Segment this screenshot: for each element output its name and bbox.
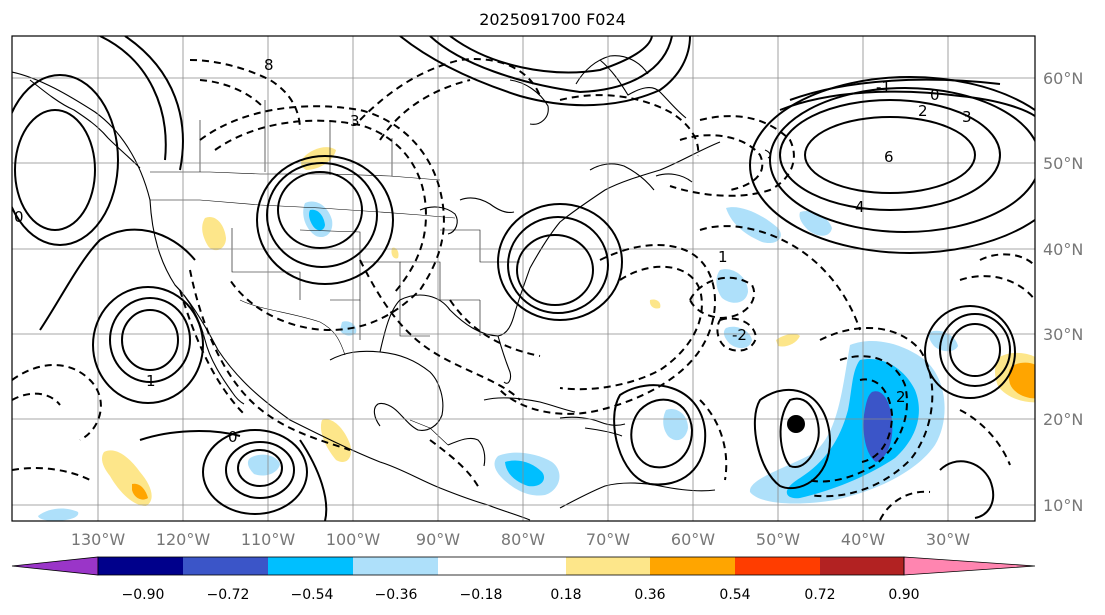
colorbar-segment <box>735 557 820 575</box>
shade-pos-mexico <box>320 419 352 463</box>
contour-label: 0 <box>14 208 24 226</box>
lon-label: 60°W <box>671 530 715 549</box>
colorbar-tick-label: 0.18 <box>550 587 581 603</box>
colorbar-extend-low <box>11 556 99 576</box>
shade-neg-small-2 <box>723 326 752 349</box>
shade-neg-east-atlantic-inner <box>786 359 919 499</box>
longitude-labels: 130°W 120°W 110°W 100°W 90°W 80°W 70°W 6… <box>71 530 970 549</box>
lat-label: 60°N <box>1043 69 1083 88</box>
shade-pos-pacific-inner <box>132 483 148 500</box>
colorbar-tick-label: 0.90 <box>888 587 919 603</box>
lon-label: 70°W <box>586 530 630 549</box>
shade-neg-ne-caribbean <box>663 408 688 441</box>
contour-label: 6 <box>884 148 894 166</box>
lat-label: 10°N <box>1043 496 1083 515</box>
colorbar-segment <box>183 557 268 575</box>
contour-label: 1 <box>146 372 156 390</box>
lon-label: 80°W <box>501 530 545 549</box>
lon-label: 40°W <box>841 530 885 549</box>
contour-label: 2 <box>896 388 906 406</box>
shade-pos-rockies <box>202 216 226 251</box>
lon-label: 30°W <box>926 530 970 549</box>
lat-label: 30°N <box>1043 325 1083 344</box>
contour-label: 0 <box>930 86 940 104</box>
shade-neg-pacific <box>247 454 280 476</box>
shading-layer <box>38 147 1035 521</box>
shade-pos-east-inner <box>1008 362 1035 399</box>
lat-label: 40°N <box>1043 240 1083 259</box>
lat-label: 50°N <box>1043 154 1083 173</box>
map-frame <box>11 35 1036 522</box>
contour-label: 0 <box>228 428 238 446</box>
shade-pos-small-2 <box>649 299 661 309</box>
storm-center-marker <box>787 415 805 433</box>
shade-neg-west-edge <box>38 508 79 521</box>
contour-lines <box>12 36 1035 521</box>
colorbar-tick-label: 0.54 <box>719 587 750 603</box>
contour-label: 4 <box>855 198 865 216</box>
colorbar-tick-label: −0.18 <box>460 587 503 603</box>
lat-label: 20°N <box>1043 410 1083 429</box>
shade-neg-small-1 <box>716 269 748 303</box>
map-title: 2025091700 F024 <box>479 10 626 29</box>
contour-label: 2 <box>918 102 928 120</box>
contour-label: 3 <box>962 108 972 126</box>
colorbar-segment <box>353 557 438 575</box>
colorbar-segment <box>820 557 904 575</box>
colorbar-extend-high <box>903 556 1036 576</box>
lon-label: 130°W <box>71 530 126 549</box>
coastlines <box>12 55 771 521</box>
colorbar-tick-label: −0.90 <box>122 587 165 603</box>
contour-label: -2 <box>732 326 747 344</box>
lon-label: 100°W <box>326 530 381 549</box>
contour-label-layer: 0 2 6 4 3 8 1 3 0 1 0 2 -1 -2 <box>14 56 972 446</box>
lon-label: 120°W <box>156 530 211 549</box>
shade-pos-small-3 <box>391 247 399 259</box>
contour-label: 3 <box>350 112 360 130</box>
colorbar-tick-label: 0.36 <box>634 587 665 603</box>
country-borders <box>150 100 520 446</box>
colorbar: −0.90 −0.72 −0.54 −0.36 −0.18 0.18 0.36 … <box>11 556 1036 603</box>
colorbar-segment <box>650 557 735 575</box>
contour-label: -1 <box>876 78 891 96</box>
shade-pos-small-1 <box>776 333 800 347</box>
contour-label: 1 <box>718 248 728 266</box>
colorbar-tick-label: −0.36 <box>375 587 418 603</box>
shade-neg-caribbean-inner <box>505 460 545 487</box>
colorbar-segment <box>438 557 523 575</box>
colorbar-segment <box>268 557 353 575</box>
lon-label: 110°W <box>241 530 296 549</box>
shade-neg-plains-inner <box>309 209 325 231</box>
lon-label: 50°W <box>756 530 800 549</box>
colorbar-tick-label: −0.54 <box>291 587 334 603</box>
latitude-labels: 60°N 50°N 40°N 30°N 20°N 10°N <box>1043 69 1083 515</box>
colorbar-tick-label: −0.72 <box>207 587 250 603</box>
lon-label: 90°W <box>416 530 460 549</box>
colorbar-tick-label: 0.72 <box>804 587 835 603</box>
colorbar-segment <box>98 557 183 575</box>
colorbar-frame <box>97 556 905 576</box>
contour-label: 8 <box>264 56 274 74</box>
shade-neg-mid-atlantic <box>726 207 781 244</box>
colorbar-segment <box>566 557 650 575</box>
